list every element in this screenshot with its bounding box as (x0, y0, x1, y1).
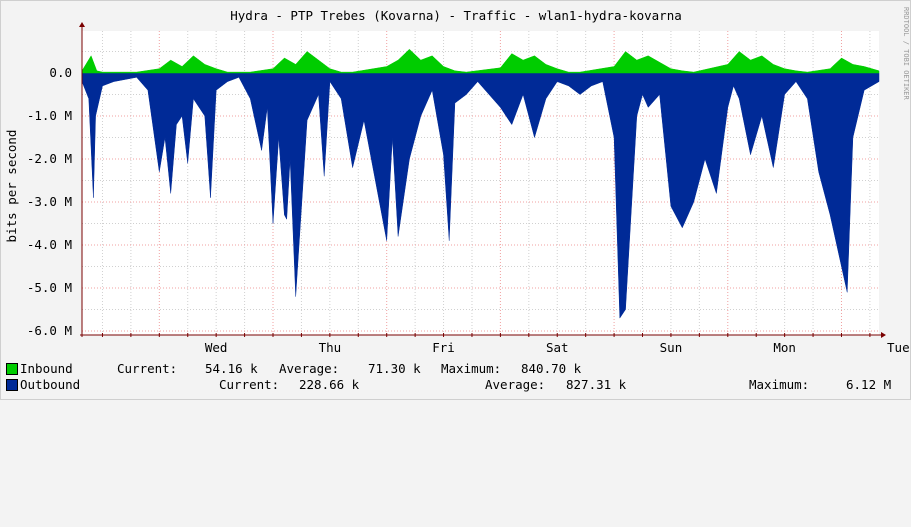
y-tick-label: -2.0 M (27, 151, 72, 166)
x-tick-label: Tue (887, 340, 910, 355)
legend-outbound-maximum-label: Maximum: (749, 377, 810, 392)
data-areas (81, 48, 880, 319)
x-tick-labels: Wed Thu Fri Sat Sun Mon Tue (205, 340, 910, 355)
legend-row-outbound: Outbound Current: 228.66 k Average: 827.… (1, 377, 910, 393)
y-tick-label: -5.0 M (27, 280, 72, 295)
legend-inbound-maximum-label: Maximum: (441, 361, 502, 376)
y-tick-label: -6.0 M (27, 323, 72, 338)
legend-inbound-maximum: 840.70 k (521, 361, 582, 376)
legend: Inbound Current: 54.16 k Average: 71.30 … (1, 359, 910, 399)
legend-outbound-label: Outbound (20, 377, 81, 392)
legend-inbound-label: Inbound (20, 361, 73, 376)
y-tick-labels: 0.0 -1.0 M -2.0 M -3.0 M -4.0 M -5.0 M -6.0 M (27, 65, 72, 338)
graph-frame: 0.0 -1.0 M -2.0 M -3.0 M -4.0 M -5.0 M -6.0 M … (0, 0, 911, 400)
x-tick-label: Thu (319, 340, 342, 355)
traffic-chart: 0.0-1.0 M-2.0 M-3.0 M-4.0 M-5.0 M-6.0 M … (1, 1, 910, 357)
legend-outbound-current-label: Current: (219, 377, 280, 392)
x-tick-label: Fri (432, 340, 455, 355)
legend-outbound-current: 228.66 k (299, 377, 360, 392)
legend-outbound-average: 827.31 k (566, 377, 627, 392)
legend-inbound-current-label: Current: (117, 361, 178, 376)
outbound-area (81, 72, 880, 319)
y-tick-label: -3.0 M (27, 194, 72, 209)
legend-row-inbound: Inbound Current: 54.16 k Average: 71.30 … (1, 361, 910, 377)
legend-inbound-current: 54.16 k (205, 361, 258, 376)
x-tick-label: Wed (205, 340, 228, 355)
y-axis-label: bits per second (4, 130, 19, 243)
legend-inbound-average: 71.30 k (368, 361, 421, 376)
x-tick-label: Sat (546, 340, 569, 355)
y-tick-label: -1.0 M (27, 108, 72, 123)
axes (79, 22, 886, 338)
y-axis-arrow (79, 22, 85, 27)
x-tick-label: Mon (773, 340, 796, 355)
inbound-area (81, 48, 880, 74)
outbound-swatch (6, 379, 18, 391)
y-tick-label: -4.0 M (27, 237, 72, 252)
legend-outbound-maximum: 6.12 M (846, 377, 892, 392)
legend-outbound-average-label: Average: (485, 377, 546, 392)
x-tick-label: Sun (660, 340, 683, 355)
y-tick-label: 0.0 (49, 65, 72, 80)
legend-inbound-average-label: Average: (279, 361, 340, 376)
chart-title: Hydra - PTP Trebes (Kovarna) - Traffic -… (230, 8, 682, 23)
rrdtool-watermark: RRDTOOL / TOBI OETIKER (902, 7, 910, 101)
x-axis-arrow (881, 332, 886, 338)
inbound-swatch (6, 363, 18, 375)
